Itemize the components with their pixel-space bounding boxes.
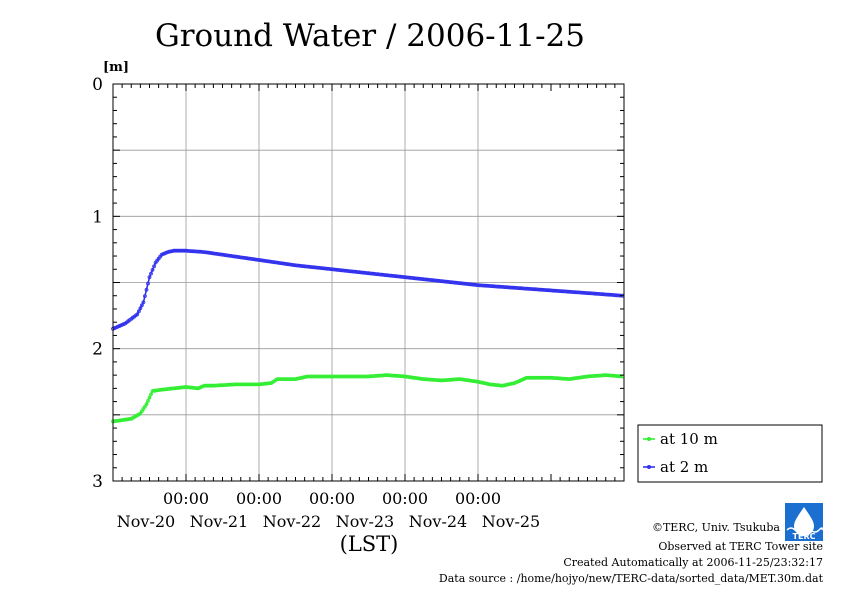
legend-marker-10m <box>647 437 651 441</box>
series-layer <box>111 248 625 424</box>
data-point <box>144 287 149 292</box>
legend-marker-2m <box>647 465 651 469</box>
y-axis-unit: [m] <box>103 60 129 75</box>
x-tick-date-label: Nov-24 <box>409 512 467 531</box>
x-tick-date-label: Nov-22 <box>263 512 321 531</box>
x-tick-date-label: Nov-21 <box>190 512 248 531</box>
y-tick-label: 0 <box>92 75 103 95</box>
y-tick-label: 2 <box>92 340 103 360</box>
data-point <box>136 309 141 314</box>
data-point <box>141 300 146 305</box>
data-point <box>127 417 132 421</box>
terc-logo: TERC <box>785 503 823 541</box>
chart-title: Ground Water / 2006-11-25 <box>155 18 585 54</box>
legend-label-2m: at 2 m <box>660 458 708 476</box>
legend-label-10m: at 10 m <box>660 430 718 448</box>
x-tick-labels: 00:00 00:00 00:00 00:00 00:00 Nov-20 Nov-21 Nov… <box>117 489 540 531</box>
legend: at 10 m at 2 m <box>637 424 823 483</box>
x-axis-label: (LST) <box>340 532 399 556</box>
x-tick-time-label: 00:00 <box>163 489 209 508</box>
data-point <box>144 402 149 407</box>
footer-created: Created Automatically at 2006-11-25/23:3… <box>563 556 823 569</box>
data-point <box>142 294 147 299</box>
data-point <box>146 398 150 403</box>
legend-box <box>637 424 823 483</box>
x-tick-time-label: 00:00 <box>382 489 428 508</box>
wave-icon <box>786 527 823 533</box>
x-tick-time-label: 00:00 <box>309 489 355 508</box>
data-point <box>146 281 150 286</box>
series-2m <box>111 248 625 331</box>
logo-text: TERC <box>793 532 816 541</box>
y-tick-labels: 0 1 2 3 <box>92 75 103 492</box>
data-point <box>147 275 152 280</box>
data-point <box>147 395 152 400</box>
data-point <box>135 312 140 317</box>
data-point <box>139 303 144 308</box>
data-point <box>138 306 143 311</box>
data-point <box>149 392 153 397</box>
series-10m <box>111 373 625 424</box>
x-tick-date-label: Nov-23 <box>336 512 394 531</box>
x-tick-time-label: 00:00 <box>455 489 501 508</box>
x-tick-time-label: 00:00 <box>236 489 282 508</box>
footer-observed: Observed at TERC Tower site <box>658 540 823 553</box>
data-point <box>149 271 153 276</box>
footer-copyright: ©TERC, Univ. Tsukuba <box>652 521 780 534</box>
y-tick-label: 1 <box>92 207 103 227</box>
y-tick-label: 3 <box>92 472 103 492</box>
data-point <box>150 267 155 272</box>
data-point <box>152 264 157 269</box>
footer-source: Data source : /home/hojyo/new/TERC-data/… <box>439 572 824 585</box>
axis-ticks <box>112 83 625 482</box>
x-tick-date-label: Nov-20 <box>117 512 175 531</box>
data-point <box>267 381 272 386</box>
grid-lines <box>113 84 624 481</box>
x-tick-date-label: Nov-25 <box>482 512 540 531</box>
